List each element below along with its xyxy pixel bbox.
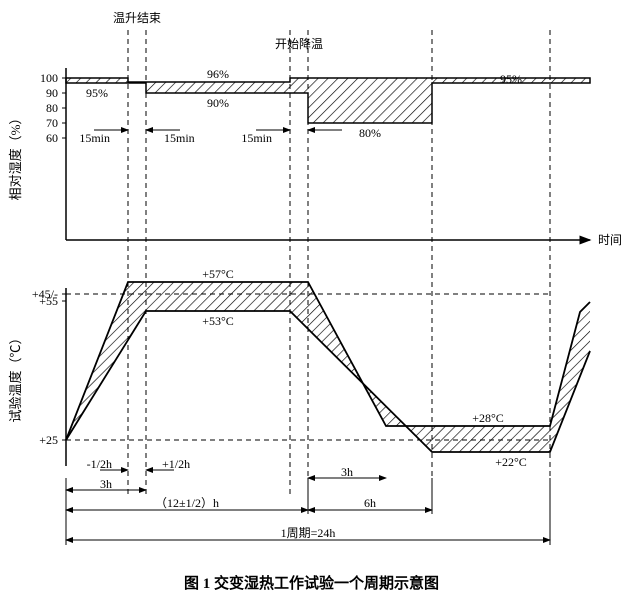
svg-text:+1/2h: +1/2h bbox=[162, 457, 190, 471]
svg-text:90%: 90% bbox=[207, 96, 229, 110]
svg-text:15min: 15min bbox=[241, 131, 272, 145]
svg-text:相对湿度（%）: 相对湿度（%） bbox=[8, 112, 23, 201]
figure-svg: 60708090100 +55+45/-+25 相对湿度（%）试验温度（℃） 温… bbox=[0, 0, 623, 560]
svg-text:3h: 3h bbox=[341, 465, 353, 479]
svg-text:-1/2h: -1/2h bbox=[87, 457, 112, 471]
svg-text:+45/-: +45/- bbox=[32, 287, 58, 301]
svg-text:6h: 6h bbox=[364, 496, 376, 510]
svg-text:95%: 95% bbox=[500, 72, 522, 86]
svg-text:+22°C: +22°C bbox=[495, 455, 527, 469]
svg-text:开始降温: 开始降温 bbox=[275, 37, 323, 51]
svg-text:90: 90 bbox=[46, 86, 58, 100]
svg-text:+25: +25 bbox=[39, 433, 58, 447]
svg-text:80%: 80% bbox=[359, 126, 381, 140]
svg-text:3h: 3h bbox=[100, 477, 112, 491]
svg-text:60: 60 bbox=[46, 131, 58, 145]
svg-text:+28°C: +28°C bbox=[472, 411, 504, 425]
svg-text:100: 100 bbox=[40, 71, 58, 85]
svg-text:15min: 15min bbox=[164, 131, 195, 145]
svg-text:时间: 时间 bbox=[598, 233, 622, 247]
svg-text:试验温度（℃）: 试验温度（℃） bbox=[8, 331, 23, 422]
svg-text:1周期=24h: 1周期=24h bbox=[281, 526, 336, 540]
svg-text:96%: 96% bbox=[207, 67, 229, 81]
svg-text:95%: 95% bbox=[86, 86, 108, 100]
svg-text:15min: 15min bbox=[79, 131, 110, 145]
figure-caption: 图 1 交变湿热工作试验一个周期示意图 bbox=[0, 572, 623, 593]
svg-text:70: 70 bbox=[46, 116, 58, 130]
svg-text:温升结束: 温升结束 bbox=[113, 11, 161, 25]
svg-text:+57°C: +57°C bbox=[202, 267, 234, 281]
svg-text:+53°C: +53°C bbox=[202, 314, 234, 328]
svg-text:（12±1/2）h: （12±1/2）h bbox=[155, 496, 219, 510]
svg-text:80: 80 bbox=[46, 101, 58, 115]
